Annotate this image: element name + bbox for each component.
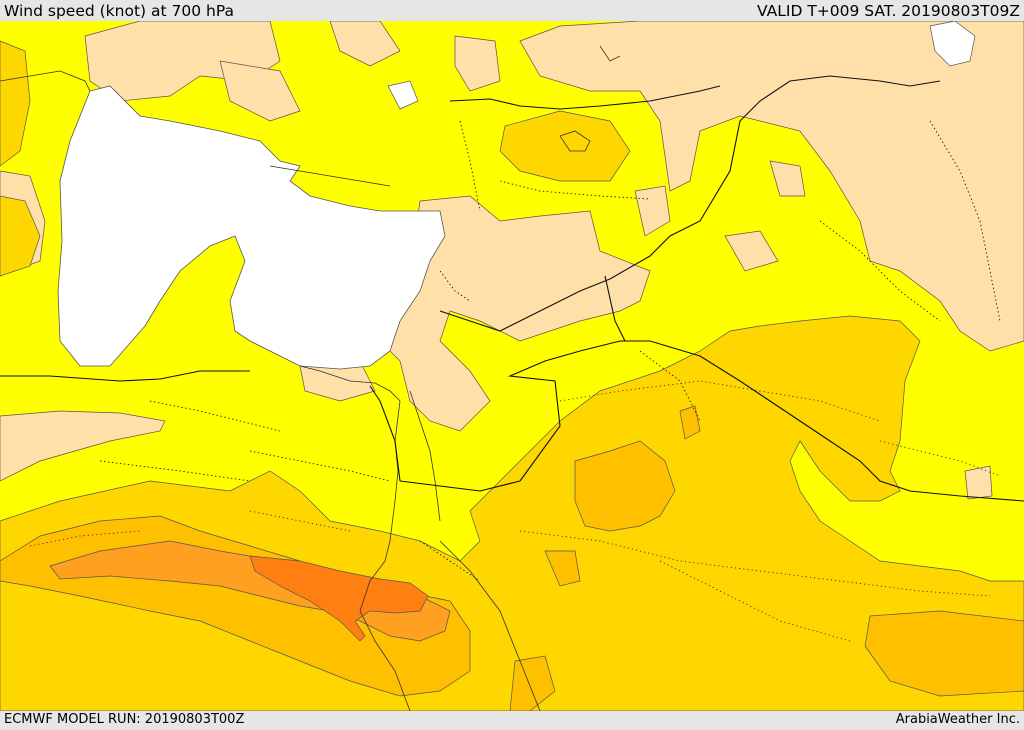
valid-time: VALID T+009 SAT. 20190803T09Z bbox=[757, 1, 1020, 20]
mediterranean-mask bbox=[57, 85, 446, 370]
map-footer: ECMWF MODEL RUN: 20190803T00Z ArabiaWeat… bbox=[0, 711, 1024, 729]
map-header: Wind speed (knot) at 700 hPa VALID T+009… bbox=[0, 0, 1024, 21]
coastlines bbox=[0, 45, 621, 711]
map-canvas bbox=[0, 21, 1024, 711]
band-light-areas bbox=[0, 21, 1024, 692]
band-darkorange-area bbox=[249, 555, 429, 642]
credit: ArabiaWeather Inc. bbox=[895, 712, 1020, 727]
national-borders bbox=[0, 75, 1024, 502]
map-title: Wind speed (knot) at 700 hPa bbox=[4, 1, 235, 20]
model-run: ECMWF MODEL RUN: 20190803T00Z bbox=[4, 712, 245, 727]
wind-speed-map[interactable] bbox=[0, 21, 1024, 711]
intermediate-contours bbox=[29, 380, 1001, 642]
caspian-mask bbox=[929, 21, 976, 67]
lake-mask bbox=[387, 80, 419, 110]
admin-boundaries bbox=[99, 120, 1001, 582]
